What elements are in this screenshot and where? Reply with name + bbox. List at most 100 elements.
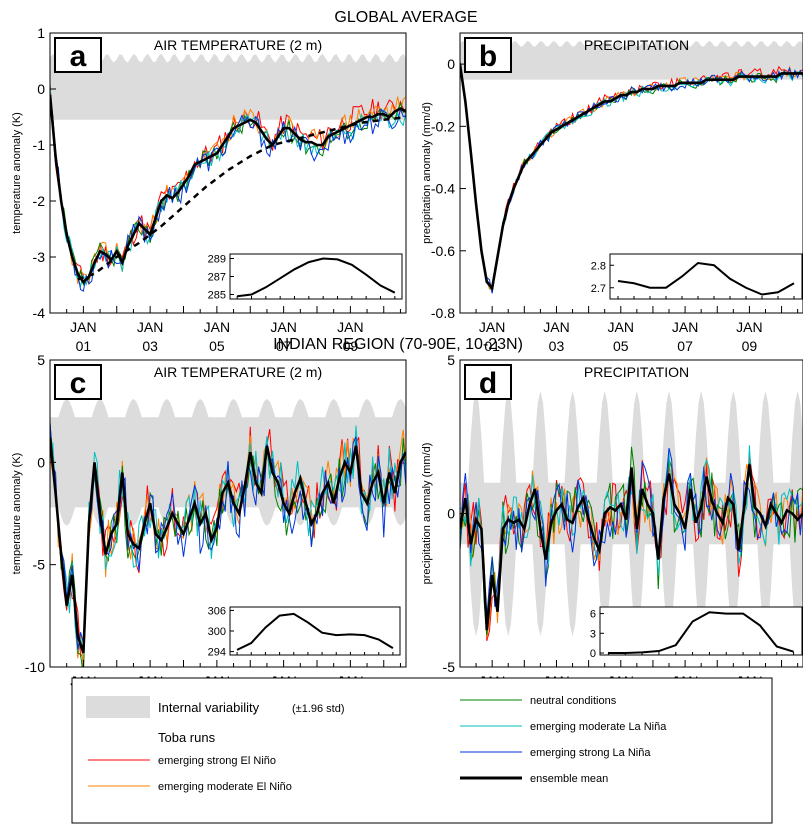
x-tick-label-bottom: 09 (742, 338, 758, 354)
series-moderate_la_nina-d (460, 445, 803, 623)
y-tick-label: 1 (37, 25, 45, 41)
y-axis-label-c: temperature anomaly (K) (11, 453, 23, 575)
inset-frame-c (229, 606, 401, 656)
trend-line-a (77, 115, 406, 281)
inset-y-tick-label: 306 (208, 605, 226, 617)
y-tick-label: -0.2 (431, 118, 455, 134)
inset-climatology-b (617, 261, 795, 296)
x-tick-label-top: JAN (137, 319, 163, 335)
y-tick-label: 0 (447, 506, 455, 522)
panel-title-a: AIR TEMPERATURE (2 m) (154, 37, 322, 53)
section-title-global: GLOBAL AVERAGE (334, 9, 477, 26)
y-axis-label-b: precipitation anomaly (mm/d) (421, 102, 433, 244)
plot-area-d (460, 390, 803, 642)
y-tick-label: 0 (37, 81, 45, 97)
x-tick-label-top: JAN (543, 319, 569, 335)
x-tick-label-bottom: 07 (276, 338, 292, 354)
panel-letter-a: a (70, 40, 87, 73)
y-tick-label: -3 (33, 249, 46, 265)
panel-d: 50-5JAN01JAN03JAN05JAN07JAN09precipitati… (421, 352, 803, 708)
plot-area-c (50, 398, 406, 667)
inset-climatology-d (608, 611, 794, 655)
legend-label-strong_la_nina: emerging strong La Niña (530, 747, 651, 759)
panels: 10-1-2-3-4JAN01JAN03JAN05JAN07JAN09tempe… (11, 25, 803, 708)
series-ensemble-mean-c (50, 437, 406, 654)
x-tick-label-top: JAN (479, 319, 505, 335)
panel-letter-box-b (464, 37, 512, 73)
variability-band-b (460, 40, 803, 80)
inset-y-tick-label: 300 (208, 626, 226, 638)
legend-box (71, 677, 773, 824)
panel-c: 50-5-10JAN01JAN03JAN05JAN07JAN09temperat… (11, 352, 407, 708)
inset-y-tick-label: 289 (208, 254, 226, 266)
series-strong_la_nina-c (50, 421, 406, 650)
plot-frame-b (459, 32, 803, 314)
x-tick-label-bottom: 03 (142, 338, 158, 354)
panel-letter-c: c (70, 367, 87, 400)
y-tick-label: -4 (33, 305, 46, 321)
x-tick-label-top: JAN (736, 319, 762, 335)
legend-entries: emerging strong El Niño emerging moderate… (88, 695, 667, 793)
x-tick-label-bottom: 05 (613, 338, 629, 354)
y-tick-label: 0 (447, 56, 455, 72)
panel-b: 0 -0.2 -0.4 -0.6 -0.8 JAN 01 JAN 03 JAN 05 JAN 07 JAN… (421, 32, 803, 354)
plot-area-b (460, 40, 803, 294)
x-tick-label-top: JAN (270, 319, 296, 335)
y-tick-label: -10 (25, 659, 45, 675)
x-tick-label-bottom: 01 (76, 338, 92, 354)
y-tick-label: 5 (447, 352, 455, 368)
series-neutral-d (460, 446, 803, 636)
legend-label-moderate_el_nino: emerging moderate El Niño (158, 781, 292, 793)
inset-y-tick-label: 3 (590, 628, 596, 640)
x-tick-label-bottom: 01 (484, 338, 500, 354)
panel-letter-box-a (54, 37, 102, 73)
panel-title-c: AIR TEMPERATURE (2 m) (154, 364, 322, 380)
y-tick-label: 5 (37, 352, 45, 368)
plot-frame-c (49, 359, 407, 668)
inset-y-tick-label: 6 (590, 609, 596, 621)
inset-y-tick-label: 294 (208, 647, 226, 659)
y-tick-label: -0.6 (431, 243, 455, 259)
legend-band-swatch (86, 696, 150, 718)
y-tick-label: -0.4 (431, 181, 455, 197)
panel-a: 1 0 -1 -2 -3 -4 JAN 01 JAN 03 JAN 05 JAN 07 JAN 09 tempe… (11, 25, 407, 354)
x-tick-label-bottom: 07 (677, 338, 693, 354)
x-tick-label-top: JAN (204, 319, 230, 335)
y-tick-label: -0.8 (431, 305, 455, 321)
legend-variability-label: Internal variability (158, 700, 260, 715)
x-tick-label-bottom: 09 (343, 338, 359, 354)
panel-letter-d: d (479, 367, 497, 400)
plot-frame-a (49, 32, 407, 314)
legend-variability-note: (±1.96 std) (292, 703, 345, 715)
x-tick-label-top: JAN (70, 319, 96, 335)
inset-y-tick-label: 0 (590, 648, 596, 660)
y-tick-label: -5 (443, 659, 456, 675)
inset-y-tick-label: 287 (208, 272, 226, 284)
panel-title-d: PRECIPITATION (584, 364, 689, 380)
inset-frame-d (599, 606, 803, 656)
legend-label-neutral: neutral conditions (530, 695, 617, 707)
legend-label-ensemble_mean: ensemble mean (530, 773, 608, 785)
series-ensemble-mean-b (460, 63, 803, 292)
x-tick-label-top: JAN (608, 319, 634, 335)
y-tick-label: -5 (33, 557, 46, 573)
inset-climatology-a (237, 257, 396, 298)
y-tick-label: -2 (33, 193, 46, 209)
y-axis-label-a: temperature anomaly (K) (11, 112, 23, 234)
legend-label-strong_el_nino: emerging strong El Niño (158, 755, 276, 767)
x-tick-label-top: JAN (337, 319, 363, 335)
legend-toba-header: Toba runs (158, 730, 216, 745)
section-title-indian: INDIAN REGION (70-90E, 10-23N) (273, 336, 523, 353)
plot-area-a (50, 53, 406, 292)
series-ensemble-mean-a (50, 94, 406, 285)
inset-y-tick-label: 285 (208, 290, 226, 302)
x-tick-label-top: JAN (672, 319, 698, 335)
legend-label-moderate_la_nina: emerging moderate La Niña (530, 721, 667, 733)
x-tick-label-bottom: 05 (209, 338, 225, 354)
y-axis-label-d: precipitation anomaly (mm/d) (421, 443, 433, 585)
y-tick-label: -1 (33, 137, 46, 153)
inset-climatology-c (236, 612, 394, 651)
inset-frame-b (609, 253, 803, 300)
panel-letter-box-d (464, 364, 512, 400)
